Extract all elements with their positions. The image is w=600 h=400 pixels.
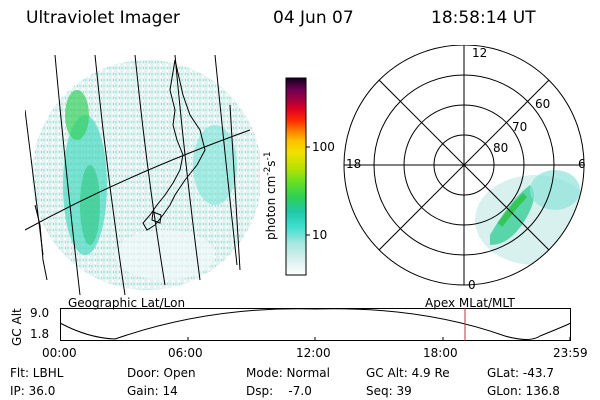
glat-info: GLat: -43.7	[487, 366, 554, 380]
mlt-label-0: 0	[468, 278, 476, 292]
colorbar-scale	[285, 77, 307, 276]
lat-label-60: 60	[535, 97, 551, 111]
ip-info: IP: 36.0	[10, 384, 56, 398]
time-tick-1200: 12:00	[296, 346, 331, 360]
time-tick-0600: 06:00	[168, 346, 203, 360]
altitude-curve	[60, 308, 572, 340]
door-info: Door: Open	[127, 366, 196, 380]
gc-alt-info: GC Alt: 4.9 Re	[366, 366, 450, 380]
gain-info: Gain: 14	[127, 384, 178, 398]
lat-label-80: 80	[493, 141, 509, 155]
altitude-y-bottom: 1.8	[30, 327, 50, 341]
seq-info: Seq: 39	[366, 384, 412, 398]
colorbar-tick-100: 100	[312, 140, 335, 154]
colorbar-unit-label: photon cm-2s-1	[263, 151, 278, 240]
geographic-image	[25, 55, 260, 295]
lat-label-70: 70	[512, 120, 528, 134]
mode-info: Mode: Normal	[246, 366, 330, 380]
date-label: 04 Jun 07	[273, 8, 354, 28]
colorbar-tick-10: 10	[312, 228, 328, 242]
colorbar	[285, 77, 310, 276]
time-tick-0000: 00:00	[42, 346, 77, 360]
mlt-label-18: 18	[346, 157, 362, 171]
altitude-plot	[60, 308, 572, 341]
instrument-title: Ultraviolet Imager	[26, 8, 180, 28]
time-label: 18:58:14 UT	[431, 8, 536, 28]
time-tick-2359: 23:59	[553, 346, 588, 360]
glon-info: GLon: 136.8	[487, 384, 560, 398]
time-tick-1800: 18:00	[423, 346, 458, 360]
altitude-y-top: 9.0	[30, 306, 50, 320]
geographic-panel-label: Geographic Lat/Lon	[68, 296, 186, 310]
altitude-axis-title: GC Alt	[10, 308, 24, 346]
dsp-info: Dsp: -7.0	[246, 384, 312, 398]
mlt-label-6: 6	[578, 157, 586, 171]
polar-panel-label: Apex MLat/MLT	[425, 296, 515, 310]
polar-plot	[343, 45, 585, 286]
filter-info: Flt: LBHL	[10, 366, 64, 380]
mlt-label-12: 12	[472, 46, 488, 60]
